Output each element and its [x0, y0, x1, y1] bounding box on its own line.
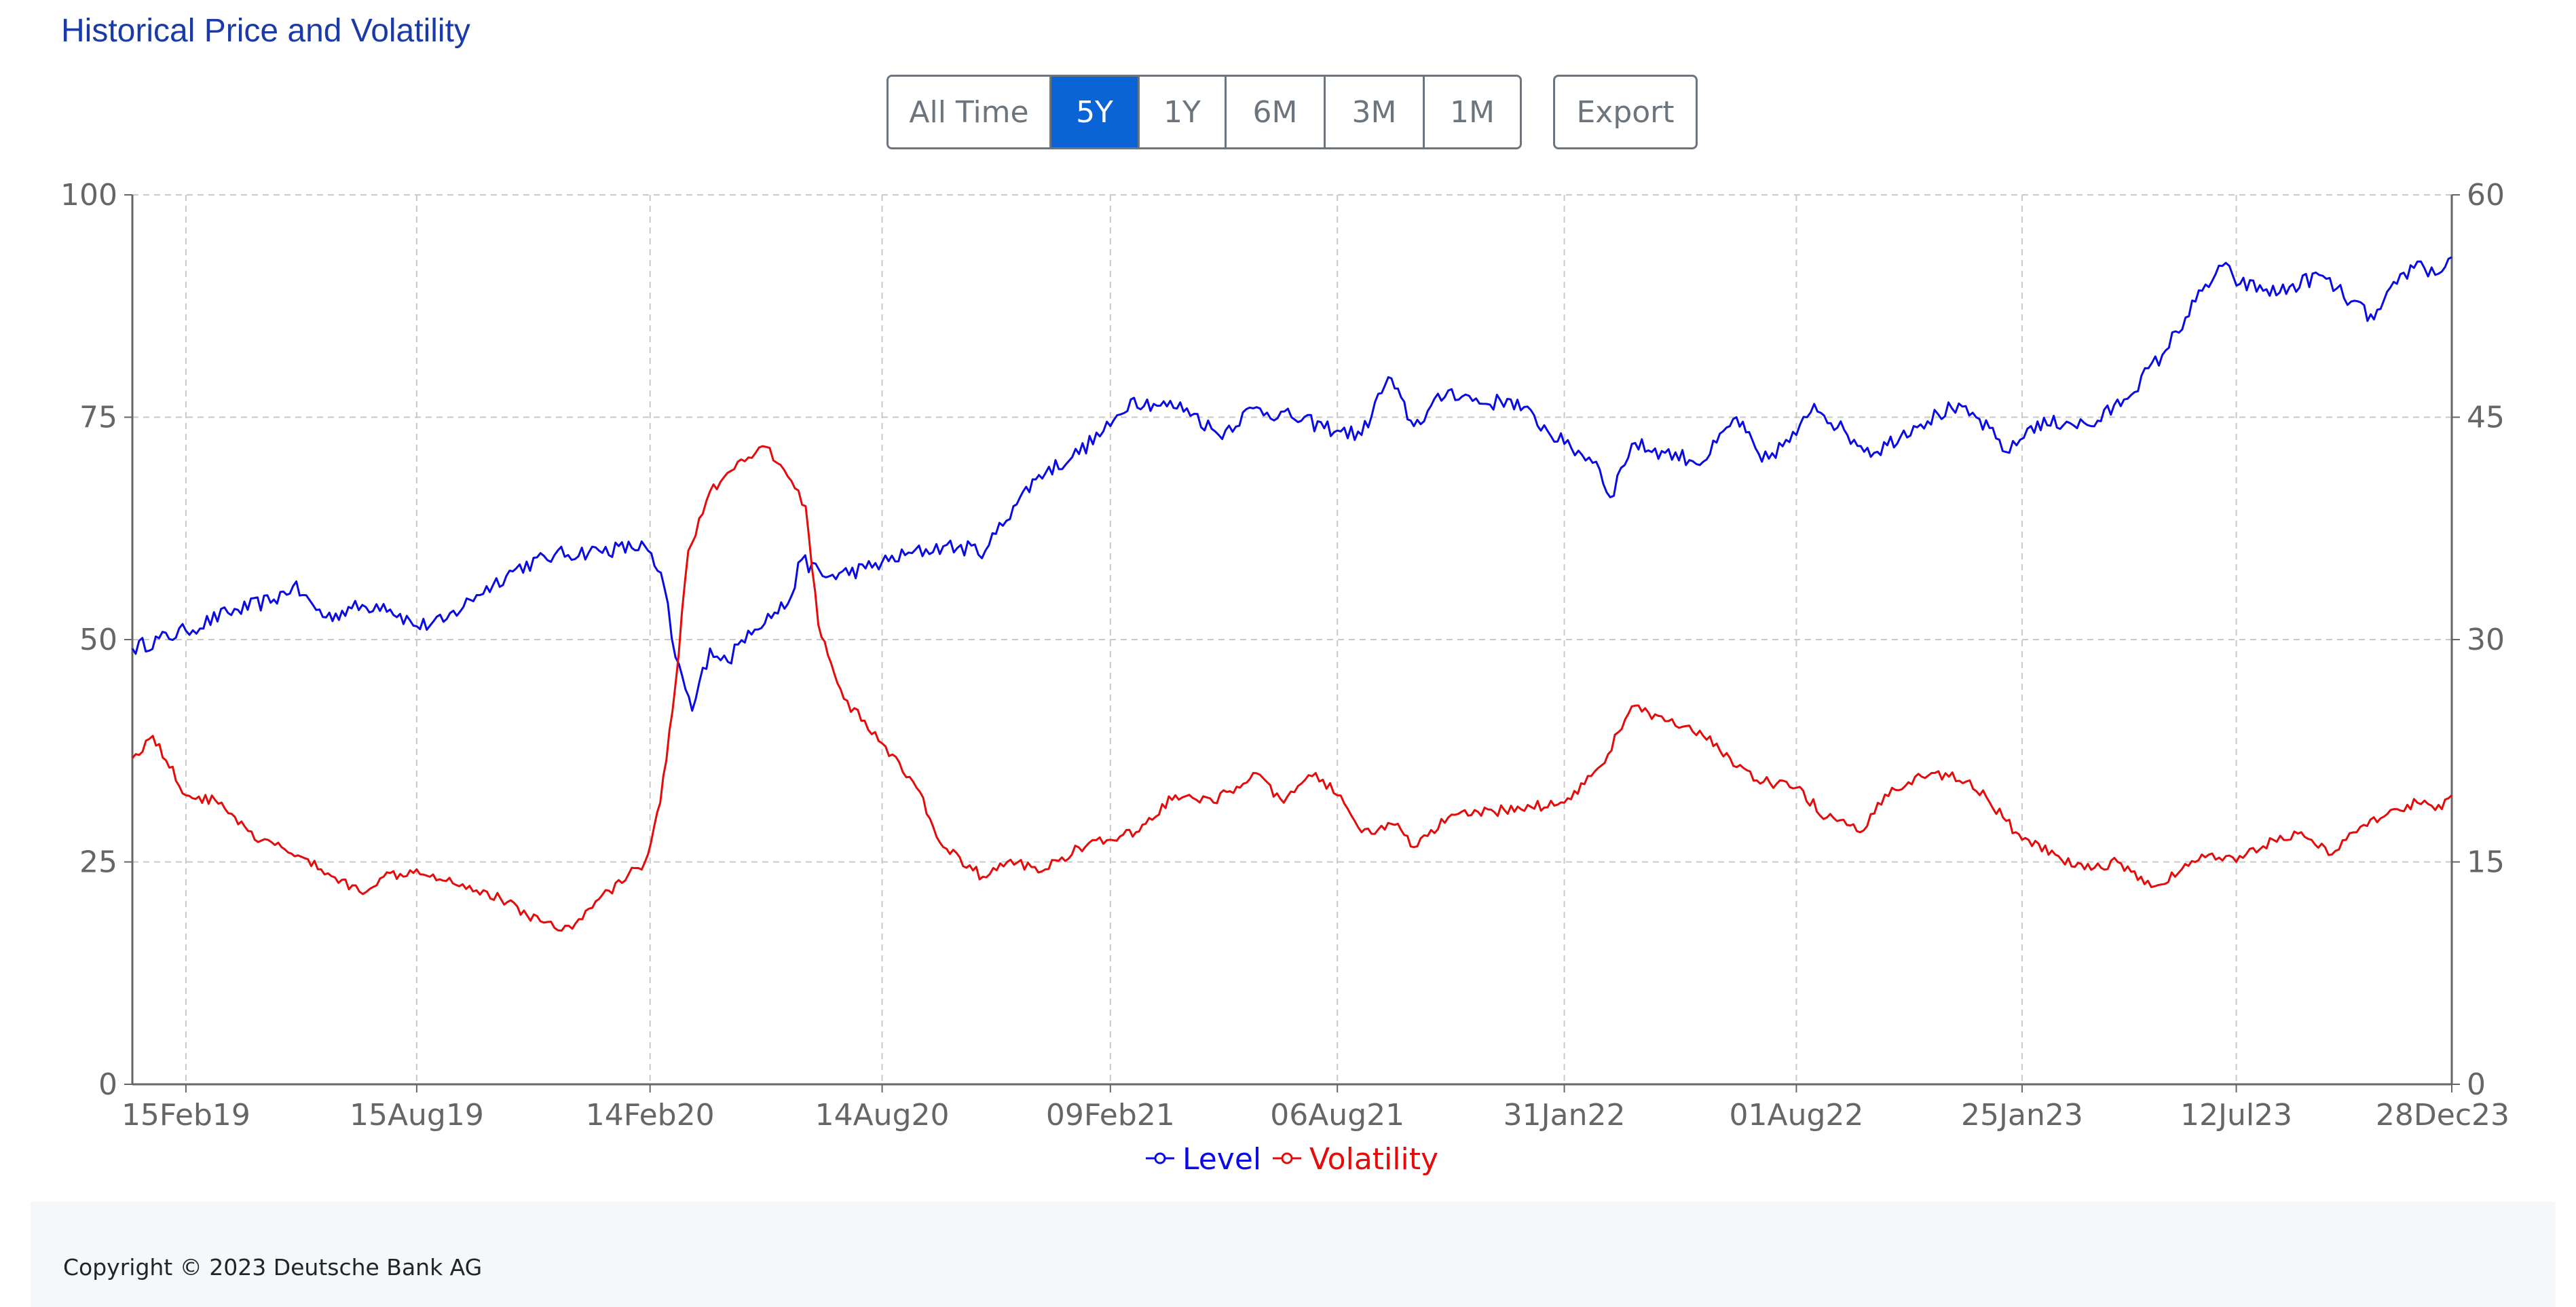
time-range-selector: All Time 5Y 1Y 6M 3M 1M	[886, 75, 1522, 149]
y-right-tick-label: 45	[2467, 401, 2505, 435]
copyright-text: Copyright © 2023 Deutsche Bank AG	[63, 1254, 483, 1281]
range-6m-button[interactable]: 6M	[1227, 77, 1326, 147]
x-tick-label: 14Feb20	[586, 1098, 715, 1133]
export-button[interactable]: Export	[1553, 75, 1698, 149]
series-line-volatility	[131, 445, 2453, 932]
price-volatility-chart: 0 0 25 15 50 30 75 45 100 60 15Feb19 15Aug19 14Feb20…	[60, 178, 2509, 1177]
x-tick-label: 12Jul23	[2180, 1098, 2292, 1133]
x-tick-label: 31Jan22	[1504, 1098, 1626, 1133]
range-5y-button[interactable]: 5Y	[1051, 77, 1140, 147]
x-tick-label: 14Aug20	[815, 1098, 950, 1133]
legend-label-level: Level	[1182, 1142, 1261, 1177]
x-tick-label: 01Aug22	[1729, 1098, 1863, 1133]
range-3m-button[interactable]: 3M	[1326, 77, 1425, 147]
range-1m-button[interactable]: 1M	[1425, 77, 1520, 147]
legend: Level Volatility	[1146, 1142, 1438, 1177]
axes: 0 0 25 15 50 30 75 45 100 60 15Feb19 15Aug19 14Feb20…	[60, 178, 2509, 1133]
x-tick-label: 09Feb21	[1046, 1098, 1175, 1133]
page-title: Historical Price and Volatility	[61, 13, 470, 49]
series-line-level	[131, 256, 2452, 712]
x-tick-label: 06Aug21	[1270, 1098, 1404, 1133]
x-tick-label: 25Jan23	[1961, 1098, 2083, 1133]
legend-dot-level	[1154, 1152, 1166, 1164]
y-left-tick-label: 25	[79, 845, 117, 880]
grid	[132, 194, 2452, 1084]
x-tick-label: 15Aug19	[350, 1098, 484, 1133]
legend-dot-volatility	[1281, 1152, 1293, 1164]
y-left-tick-label: 0	[98, 1067, 117, 1102]
footer: Copyright © 2023 Deutsche Bank AG	[31, 1202, 2556, 1307]
y-right-tick-label: 30	[2467, 623, 2505, 657]
y-right-tick-label: 15	[2467, 845, 2505, 880]
x-tick-label: 28Dec23	[2376, 1098, 2509, 1133]
series-lines	[131, 256, 2453, 932]
y-right-tick-label: 60	[2467, 178, 2505, 213]
y-left-tick-label: 50	[79, 623, 117, 657]
y-right-tick-label: 0	[2467, 1067, 2486, 1102]
x-tick-label: 15Feb19	[122, 1098, 250, 1133]
legend-label-volatility: Volatility	[1309, 1142, 1438, 1177]
range-1y-button[interactable]: 1Y	[1140, 77, 1227, 147]
y-left-tick-label: 100	[60, 178, 117, 213]
y-left-tick-label: 75	[79, 401, 117, 435]
range-all-time-button[interactable]: All Time	[889, 77, 1051, 147]
